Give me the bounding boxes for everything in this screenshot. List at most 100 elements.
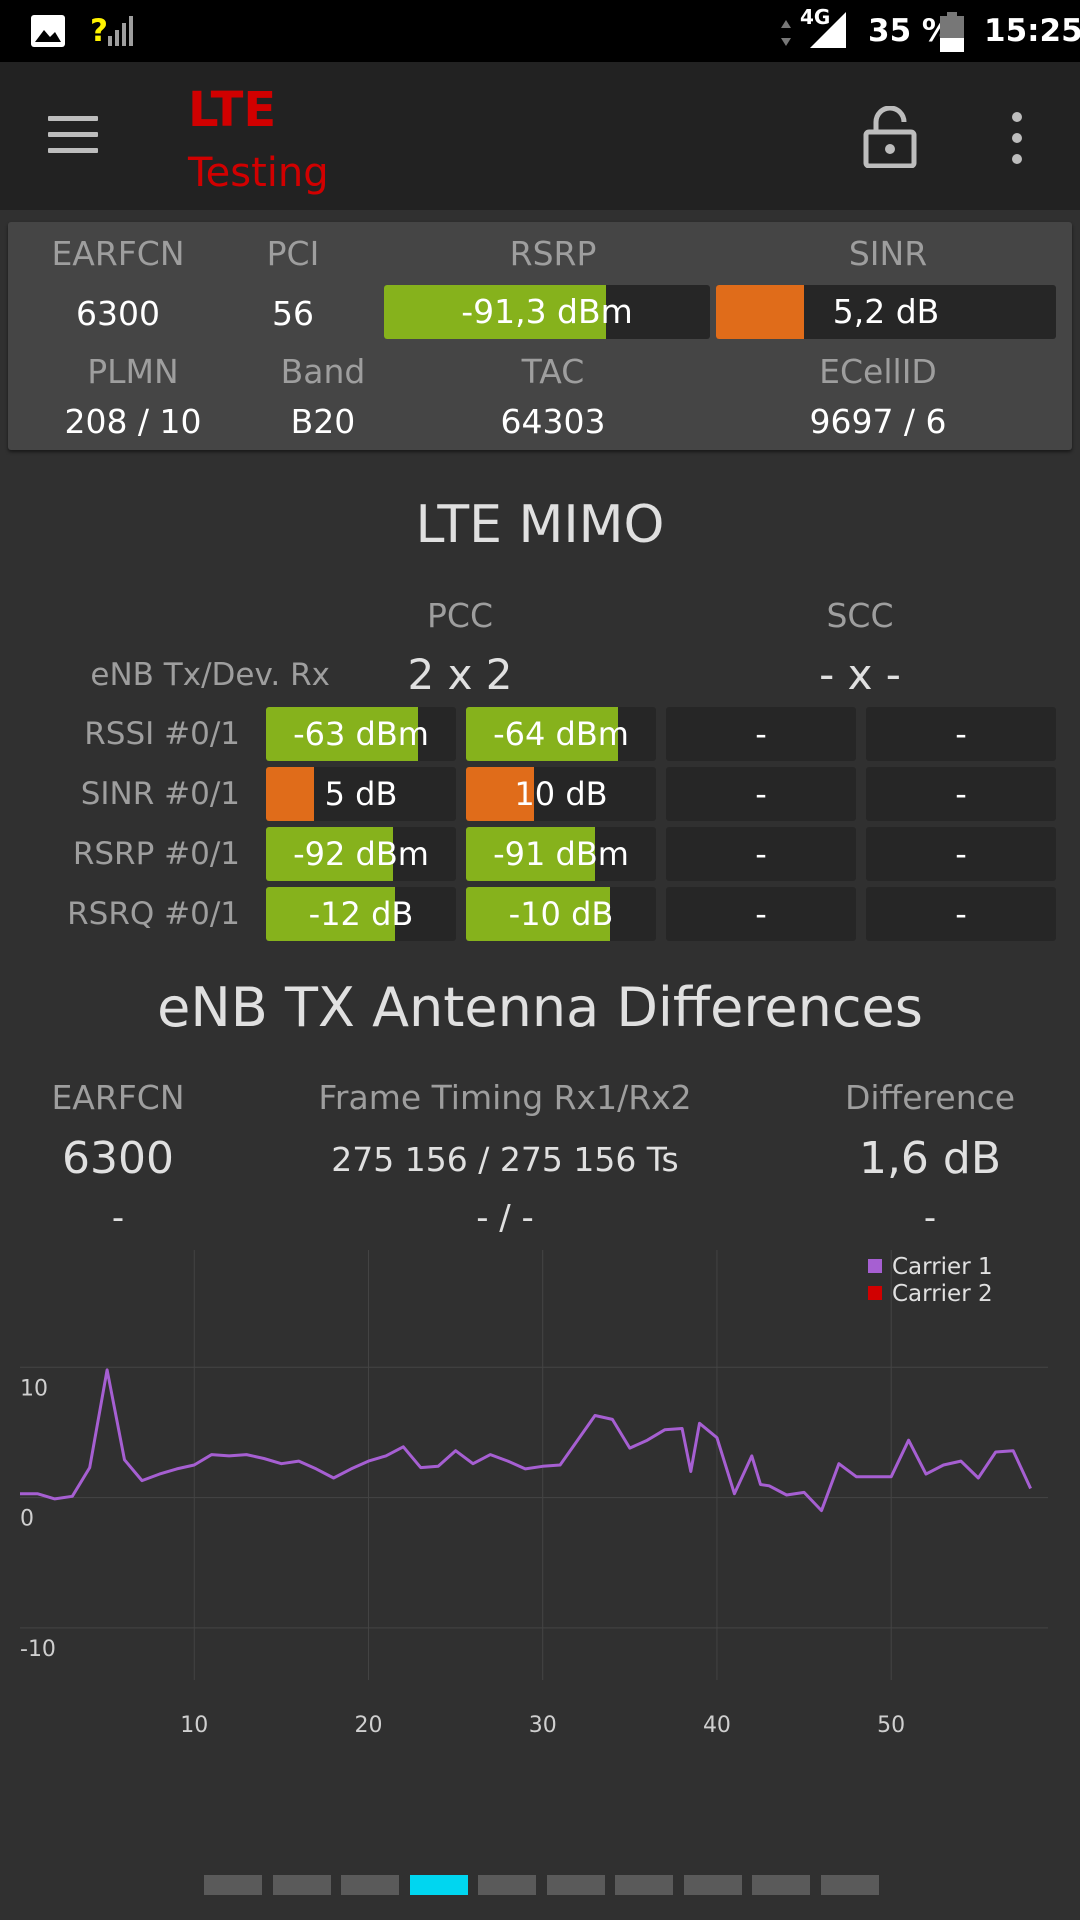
series-line-carrier-1 [20, 1368, 1032, 1513]
mimo-cell: - [866, 767, 1056, 821]
battery-percent: 35 % [868, 13, 953, 49]
legend-label-carrier-1: Carrier 1 [892, 1254, 993, 1280]
page-dot[interactable] [820, 1875, 879, 1895]
tac-value: 64303 [500, 402, 606, 441]
legend-swatch-carrier-1 [868, 1258, 882, 1273]
more-vert-icon[interactable] [1000, 110, 1034, 166]
mimo-cell: - [866, 887, 1056, 941]
menu-icon[interactable] [48, 116, 98, 154]
mimo-row-label: RSRP #0/1 [72, 836, 240, 872]
page-dot[interactable] [272, 1875, 331, 1895]
clock: 15:25 [984, 13, 1080, 49]
mimo-cell-fill [466, 707, 618, 761]
mimo-cell: -92 dBm [266, 827, 456, 881]
antenna-earfcn-value: 6300 [62, 1133, 174, 1184]
antenna-heading: eNB TX Antenna Differences [157, 976, 923, 1039]
page-dot[interactable] [341, 1875, 399, 1895]
mimo-cell: - [666, 767, 856, 821]
sinr-bar: 5,2 dB [716, 285, 1056, 339]
mimo-cell: -91 dBm [466, 827, 656, 881]
mimo-row-label: RSRQ #0/1 [67, 896, 240, 932]
y-tick-label: -10 [20, 1637, 56, 1662]
tac-label: TAC [521, 352, 585, 391]
page-dot[interactable] [478, 1875, 536, 1895]
page-dot[interactable] [615, 1875, 673, 1895]
mimo-cell-value: - [755, 775, 767, 813]
enb-tx-dev-rx-label: eNB Tx/Dev. Rx [90, 657, 330, 693]
x-tick-label: 40 [703, 1713, 731, 1738]
antenna-earfcn-label: EARFCN [51, 1078, 185, 1117]
rsrp-value: -91,3 dBm [461, 292, 633, 331]
mimo-cell: 10 dB [466, 767, 656, 821]
data-activity-icon [781, 20, 791, 46]
mimo-cell: - [666, 887, 856, 941]
antenna-difference-chart: 10 20 30 40 50 10 0 -10 Carrier 1 Carrier 2 [0, 1250, 1080, 1750]
page-dot[interactable] [204, 1875, 262, 1895]
y-tick-label: 0 [20, 1507, 34, 1532]
mimo-cell-value: - [955, 715, 967, 753]
mimo-cell-value: 10 dB [514, 775, 608, 813]
mimo-cell-value: -92 dBm [293, 835, 429, 873]
battery-icon [940, 12, 964, 52]
page-dot[interactable] [752, 1875, 810, 1895]
pci-value: 56 [272, 294, 314, 333]
lock-icon[interactable] [862, 106, 918, 168]
x-tick-label: 10 [180, 1713, 208, 1738]
legend-label-carrier-2: Carrier 2 [892, 1281, 993, 1307]
page-dot-active[interactable] [409, 1875, 468, 1895]
mimo-cell: 5 dB [266, 767, 456, 821]
band-label: Band [280, 352, 366, 391]
frame-timing-value-2: - / - [476, 1198, 534, 1238]
mimo-row-label: SINR #0/1 [80, 776, 240, 812]
app-subtitle: Testing [188, 150, 329, 196]
pcc-mimo-value: 2 x 2 [407, 650, 513, 699]
legend-carrier-2: Carrier 2 [868, 1281, 993, 1307]
cell-signal-icon [810, 12, 846, 48]
difference-value-2: - [923, 1198, 937, 1238]
app-toolbar: LTE Testing [0, 62, 1080, 210]
ecellid-value: 9697 / 6 [809, 402, 947, 441]
mimo-cell: - [866, 707, 1056, 761]
mimo-cell-value: 5 dB [324, 775, 398, 813]
mimo-cell-value: -64 dBm [493, 715, 629, 753]
mimo-cell-value: -63 dBm [293, 715, 429, 753]
legend-swatch-carrier-2 [868, 1285, 882, 1300]
mimo-cell-value: - [955, 775, 967, 813]
mimo-row-label: RSSI #0/1 [84, 716, 240, 752]
rsrp-bar-fill [384, 285, 606, 339]
page-dot[interactable] [683, 1875, 742, 1895]
rsrp-bar: -91,3 dBm [384, 285, 710, 339]
mimo-cell-fill [266, 767, 314, 821]
mimo-cell: -10 dB [466, 887, 656, 941]
scc-label: SCC [826, 596, 894, 635]
status-bar: ? 4G 35 % 15:25 [0, 0, 1080, 62]
chart-svg: 10 20 30 40 50 10 0 -10 [20, 1250, 1048, 1738]
mimo-cell: -63 dBm [266, 707, 456, 761]
gallery-notification-icon [31, 15, 65, 47]
page-dot[interactable] [546, 1875, 605, 1895]
legend-carrier-1: Carrier 1 [868, 1254, 993, 1280]
mimo-cell-value: - [755, 835, 767, 873]
plmn-label: PLMN [87, 352, 179, 391]
earfcn-label: EARFCN [51, 234, 185, 273]
y-tick-label: 10 [20, 1376, 48, 1401]
mimo-cell: -12 dB [266, 887, 456, 941]
mimo-cell-value: - [755, 895, 767, 933]
mimo-heading: LTE MIMO [415, 495, 665, 555]
x-tick-label: 30 [529, 1713, 557, 1738]
mimo-cell-fill [466, 827, 596, 881]
frame-timing-label: Frame Timing Rx1/Rx2 [318, 1078, 692, 1117]
signal-bars-icon [108, 16, 133, 46]
difference-value: 1,6 dB [858, 1133, 1002, 1184]
sinr-bar-fill [716, 285, 805, 339]
antenna-earfcn-value-2: - [111, 1198, 125, 1238]
network-type: 4G [800, 5, 831, 29]
mimo-cell-value: - [755, 715, 767, 753]
mimo-cell-fill [466, 887, 611, 941]
mimo-cell-fill [266, 827, 394, 881]
difference-label: Difference [844, 1078, 1016, 1117]
mimo-cell-value: -10 dB [508, 895, 614, 933]
sinr-value: 5,2 dB [832, 292, 940, 331]
no-sim-indicator: ? [90, 13, 108, 49]
mimo-cell-fill [466, 767, 535, 821]
